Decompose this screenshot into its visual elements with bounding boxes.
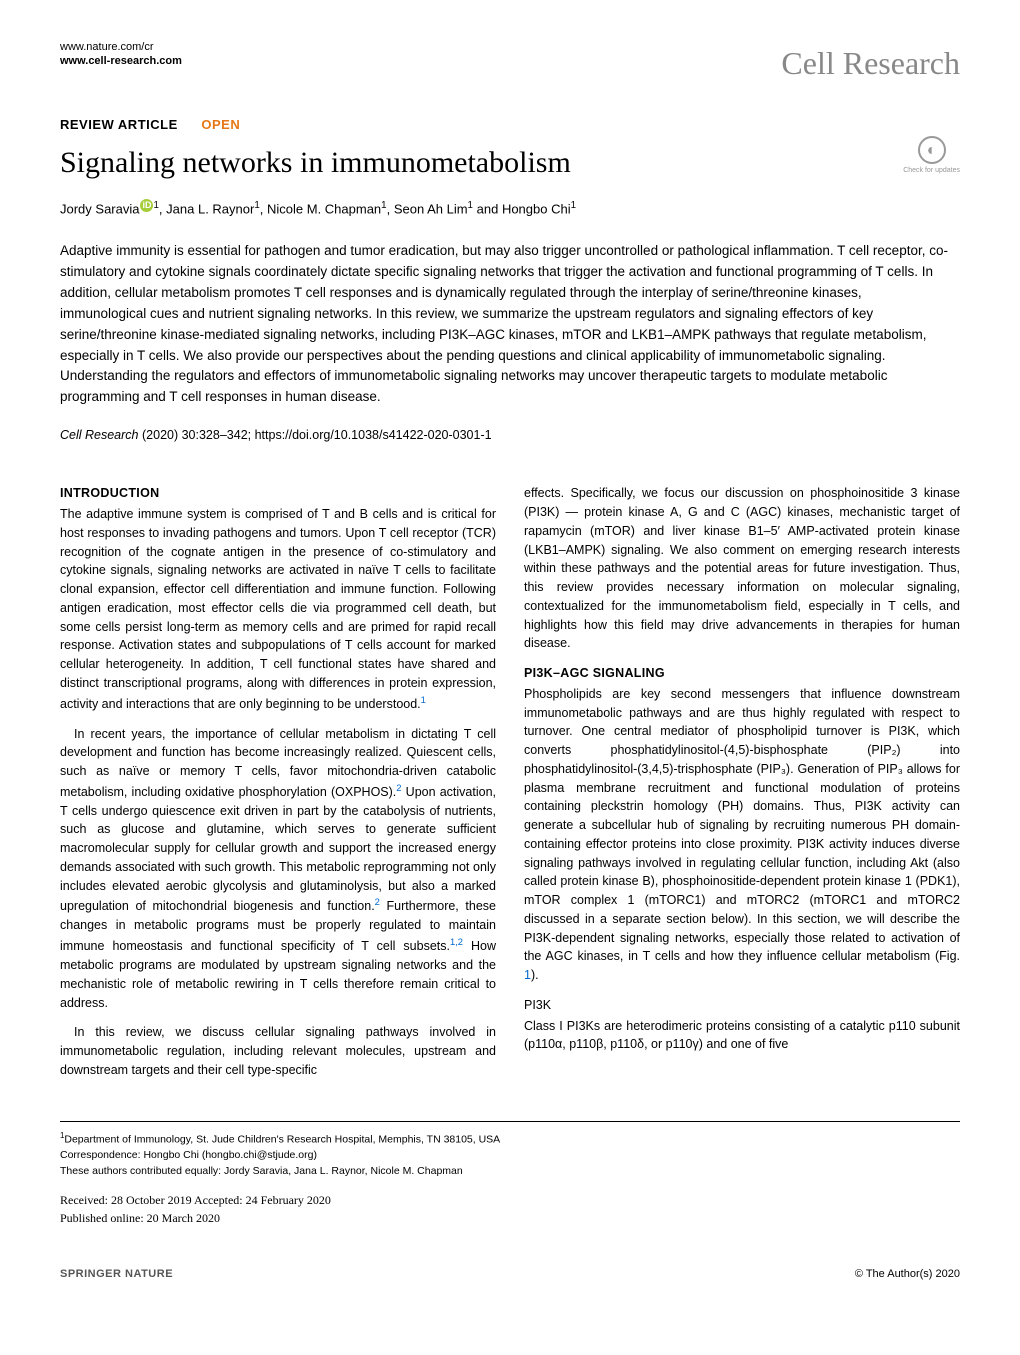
copyright: © The Author(s) 2020 <box>855 1267 960 1283</box>
article-title: Signaling networks in immunometabolism <box>60 141 960 185</box>
citation: Cell Research (2020) 30:328–342; https:/… <box>60 426 960 444</box>
intro-para-1: The adaptive immune system is comprised … <box>60 505 496 713</box>
open-access-badge: OPEN <box>201 117 240 132</box>
url-cellresearch: www.cell-research.com <box>60 54 182 68</box>
received-dates: Received: 28 October 2019 Accepted: 24 F… <box>60 1191 960 1227</box>
journal-name: Cell Research <box>781 40 960 86</box>
url-nature: www.nature.com/cr <box>60 40 182 54</box>
check-updates-badge[interactable]: ◐ Check for updates <box>903 136 960 176</box>
author: Nicole M. Chapman <box>267 201 381 216</box>
published-text: Published online: 20 March 2020 <box>60 1209 960 1227</box>
intro-para-3: In this review, we discuss cellular sign… <box>60 1023 496 1079</box>
intro-p1-text: The adaptive immune system is comprised … <box>60 507 496 711</box>
affiliation-text: Department of Immunology, St. Jude Child… <box>64 1133 500 1145</box>
pi3k-heading: PI3K–AGC SIGNALING <box>524 664 960 683</box>
footer: 1Department of Immunology, St. Jude Chil… <box>60 1121 960 1228</box>
column-left: INTRODUCTION The adaptive immune system … <box>60 484 496 1090</box>
affiliation: 1Department of Immunology, St. Jude Chil… <box>60 1130 960 1148</box>
ref-link[interactable]: 1,2 <box>450 937 463 947</box>
header: www.nature.com/cr www.cell-research.com … <box>60 40 960 86</box>
author: Hongbo Chi <box>502 201 571 216</box>
intro-p2b: Upon activation, T cells undergo quiesce… <box>60 785 496 914</box>
abstract: Adaptive immunity is essential for patho… <box>60 241 960 408</box>
affil-sup: 1 <box>153 200 158 211</box>
correspondence: Correspondence: Hongbo Chi (hongbo.chi@s… <box>60 1148 960 1164</box>
check-updates-icon: ◐ <box>918 136 946 164</box>
author: Jordy Saravia <box>60 201 139 216</box>
affil-sup: 1 <box>571 200 576 211</box>
author-and: and <box>477 201 499 216</box>
body-columns: INTRODUCTION The adaptive immune system … <box>60 484 960 1090</box>
header-urls: www.nature.com/cr www.cell-research.com <box>60 40 182 69</box>
pi3k-subheading: PI3K <box>524 996 960 1015</box>
fig-link[interactable]: 1 <box>524 968 531 982</box>
author: Jana L. Raynor <box>166 201 254 216</box>
column-right: effects. Specifically, we focus our disc… <box>524 484 960 1090</box>
intro-para-2: In recent years, the importance of cellu… <box>60 725 496 1013</box>
authors-list: Jordy SaraviaiD1, Jana L. Raynor1, Nicol… <box>60 199 960 219</box>
citation-details: (2020) 30:328–342; https://doi.org/10.10… <box>142 428 492 442</box>
publisher-logo: SPRINGER NATURE <box>60 1267 173 1283</box>
orcid-icon[interactable]: iD <box>140 199 153 212</box>
pi3k-p1b: ). <box>531 968 539 982</box>
citation-journal: Cell Research <box>60 428 139 442</box>
author: Seon Ah Lim <box>394 201 468 216</box>
ref-link[interactable]: 1 <box>421 695 426 705</box>
article-meta: REVIEW ARTICLE OPEN <box>60 116 960 135</box>
affil-sup: 1 <box>468 200 473 211</box>
check-updates-text: Check for updates <box>903 166 960 176</box>
equal-contribution: These authors contributed equally: Jordy… <box>60 1164 960 1180</box>
pi3k-p1-text: Phospholipids are key second messengers … <box>524 687 960 964</box>
article-type: REVIEW ARTICLE <box>60 117 178 132</box>
affil-sup: 1 <box>381 200 386 211</box>
received-text: Received: 28 October 2019 Accepted: 24 F… <box>60 1191 960 1209</box>
affil-sup: 1 <box>254 200 259 211</box>
intro-heading: INTRODUCTION <box>60 484 496 503</box>
bottom-bar: SPRINGER NATURE © The Author(s) 2020 <box>60 1267 960 1283</box>
pi3k-para-1: Phospholipids are key second messengers … <box>524 685 960 985</box>
col2-para-1: effects. Specifically, we focus our disc… <box>524 484 960 653</box>
pi3k-para-2: Class I PI3Ks are heterodimeric proteins… <box>524 1017 960 1055</box>
